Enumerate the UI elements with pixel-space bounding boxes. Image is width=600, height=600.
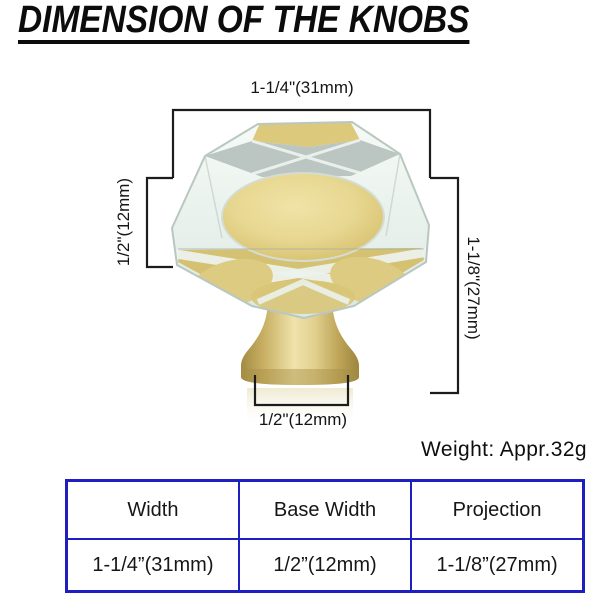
table-header-width: Width <box>65 479 240 540</box>
spec-table-header-row: Width Base Width Projection <box>65 479 585 540</box>
width-bracket <box>171 108 432 178</box>
knob-stem <box>241 298 359 428</box>
width-dimension-label: 1-1/4"(31mm) <box>250 78 354 97</box>
spec-table-value-row: 1-1/4”(31mm) 1/2”(12mm) 1-1/8”(27mm) <box>65 538 585 593</box>
projection-dimension-label: 1-1/8"(27mm) <box>464 236 483 340</box>
projection-bracket <box>430 176 460 395</box>
brass-plate <box>221 172 385 262</box>
table-value-width: 1-1/4”(31mm) <box>65 538 240 593</box>
table-value-base-width: 1/2”(12mm) <box>237 538 413 593</box>
side-height-dimension-label: 1/2"(12mm) <box>114 177 133 267</box>
page-title: DIMENSION OF THE KNOBS <box>18 1 470 44</box>
table-header-projection: Projection <box>410 479 585 540</box>
side-height-bracket <box>145 176 173 269</box>
table-value-projection: 1-1/8”(27mm) <box>410 538 585 593</box>
spec-table: Width Base Width Projection 1-1/4”(31mm)… <box>65 479 585 593</box>
base-width-bracket <box>253 375 350 407</box>
table-header-base-width: Base Width <box>237 479 413 540</box>
knob-crystal <box>170 120 431 320</box>
weight-note: Weight: Appr.32g <box>421 438 587 461</box>
dimension-lines <box>145 108 460 407</box>
base-reflection <box>247 388 353 428</box>
top-brass-facet <box>252 122 360 147</box>
base-width-dimension-label: 1/2"(12mm) <box>258 410 348 429</box>
